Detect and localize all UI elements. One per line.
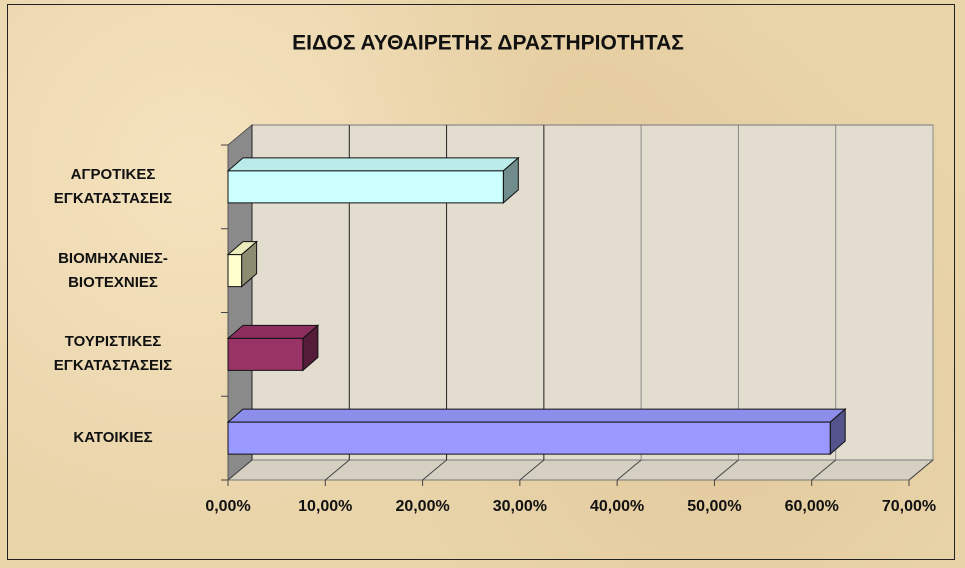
bar [227,170,504,204]
chart-title: ΕΙΔΟΣ ΑΥΘΑΙΡΕΤΗΣ ΔΡΑΣΤΗΡΙΟΤΗΤΑΣ [292,32,684,55]
x-tick-label: 70,00% [882,498,936,515]
bar-top [226,408,847,423]
floor-grid-line [714,459,739,481]
bar [227,337,304,371]
x-tick-label: 30,00% [493,498,547,515]
x-tick-label: 40,00% [590,498,644,515]
frame [7,4,955,560]
floor-grid-line [811,459,837,481]
y-tick-label: ΒΙΟΜΗΧΑΝΙΕΣ-ΒΙΟΤΕΧΝΙΕΣ [58,249,168,291]
x-tick-label: 20,00% [395,498,449,515]
y-tick-label: ΑΓΡΟΤΙΚΕΣ ΕΓΚΑΤΑΣΤΑΣΕΙΣ [53,165,173,207]
floor-grid-line [422,459,447,481]
floor-grid-line [908,459,934,481]
floor [226,459,935,481]
x-tick-label: 0,00% [205,498,250,515]
bar [227,254,243,288]
floor-grid-line [324,459,350,481]
x-tick-label: 50,00% [687,498,741,515]
y-tick-label: ΤΟΥΡΙΣΤΙΚΕΣ ΕΓΚΑΤΑΣΤΑΣΕΙΣ [53,333,173,375]
bar [227,421,831,455]
floor-grid-line [519,459,545,481]
bar-top [226,157,520,172]
floor-grid-line [227,459,253,481]
x-tick-label: 10,00% [298,498,352,515]
floor-grid-line [616,459,642,481]
x-tick-label: 60,00% [785,498,839,515]
y-tick-label: ΚΑΤΟΙΚΙΕΣ [73,429,153,447]
